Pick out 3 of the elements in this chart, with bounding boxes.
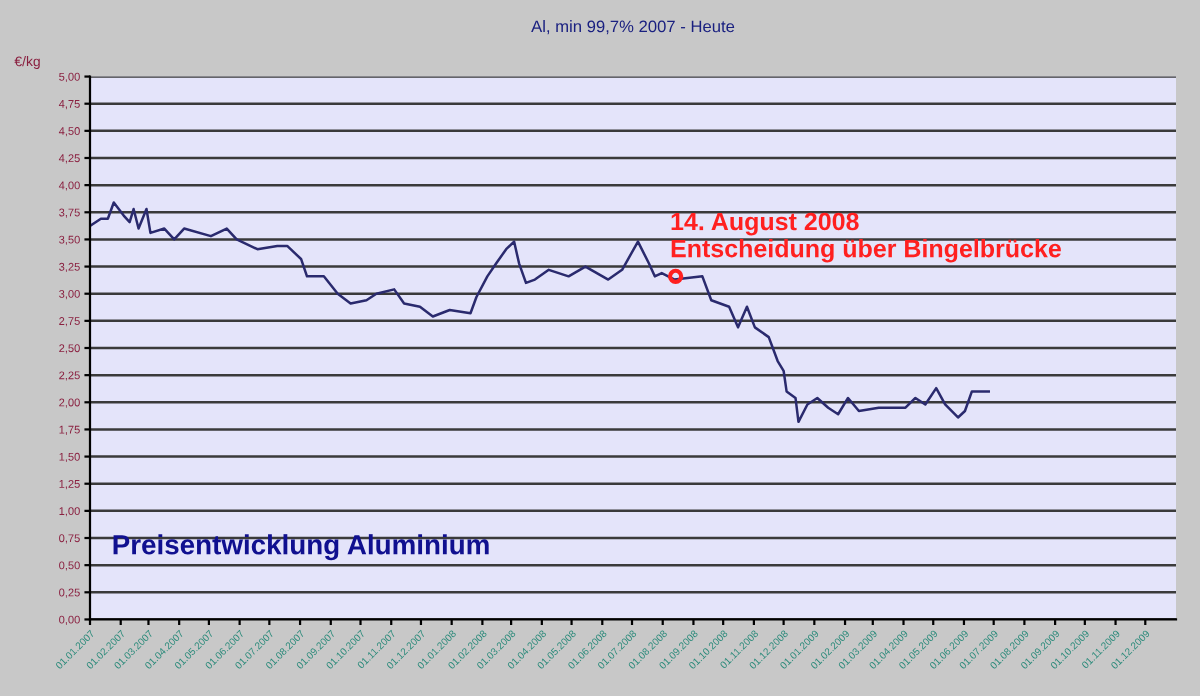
annotation: 14. August 2008 Entscheidung über Bingelbrücke <box>671 212 1061 263</box>
chart-title: Al, min 99,7% 2007 - Heute <box>531 20 735 35</box>
annotation: Preisentwicklung Aluminium <box>113 534 489 561</box>
